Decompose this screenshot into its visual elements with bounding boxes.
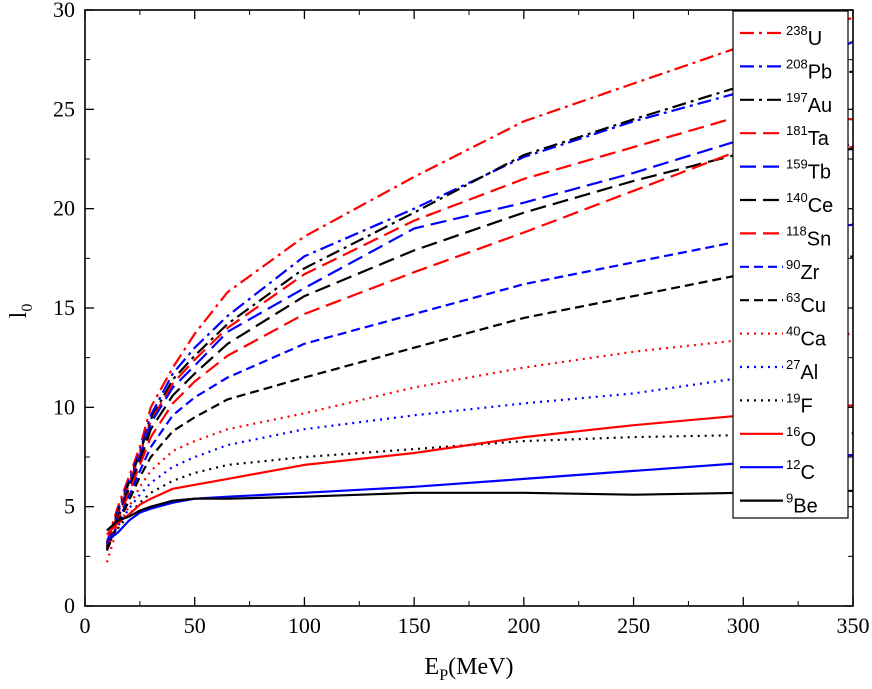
legend-mass-number: 16 <box>786 424 800 439</box>
series-line-u <box>105 16 853 543</box>
series-line-ca <box>105 332 853 563</box>
legend-element-symbol: Ta <box>808 128 830 150</box>
x-tick-label: 250 <box>617 613 650 638</box>
legend-label-be: 9Be <box>786 491 818 518</box>
series-line-zr <box>105 223 853 551</box>
legend-element-symbol: Ca <box>800 329 826 351</box>
series-line-be <box>106 489 853 532</box>
legend-element-symbol: Tb <box>808 162 831 184</box>
legend: 238U208Pb197Au181Ta159Tb140Ce118Sn90Zr63… <box>732 10 849 519</box>
legend-mass-number: 12 <box>786 457 800 472</box>
plot-frame <box>84 9 854 607</box>
x-tick-label: 100 <box>288 613 321 638</box>
legend-element-symbol: U <box>808 28 822 50</box>
x-tick-label: 300 <box>727 613 760 638</box>
legend-mass-number: 63 <box>786 290 800 305</box>
legend-label-ta: 181Ta <box>786 123 830 150</box>
legend-label-cu: 63Cu <box>786 290 826 317</box>
series-layer <box>105 16 853 563</box>
series-line-ce <box>105 148 853 549</box>
legend-element-symbol: Pb <box>808 61 832 83</box>
legend-element-symbol: Cu <box>800 295 826 317</box>
legend-label-ce: 140Ce <box>786 190 833 217</box>
legend-mass-number: 181 <box>786 123 808 138</box>
x-tick-label: 150 <box>398 613 431 638</box>
legend-mass-number: 90 <box>786 257 800 272</box>
tick-layer: 0 50 100 150 200 250 300 350 0 5 10 15 20 25 30 <box>53 0 870 638</box>
legend-label-au: 197Au <box>786 90 832 117</box>
series-line-sn <box>105 146 853 551</box>
y-tick-label: 0 <box>64 593 75 618</box>
legend-label-o: 16O <box>786 424 816 451</box>
legend-label-zr: 90Zr <box>786 257 820 284</box>
legend-mass-number: 118 <box>786 223 807 238</box>
legend-label-f: 19F <box>786 390 813 417</box>
legend-label-sn: 118Sn <box>786 223 831 250</box>
series-line-o <box>106 404 853 536</box>
legend-label-tb: 159Tb <box>786 157 831 184</box>
legend-box <box>732 10 849 519</box>
series-line-f <box>105 432 853 547</box>
legend-label-pb: 208Pb <box>786 56 832 83</box>
legend-mass-number: 197 <box>786 90 808 105</box>
legend-mass-number: 19 <box>786 390 800 405</box>
legend-element-symbol: C <box>800 462 814 484</box>
x-tick-label: 0 <box>80 613 91 638</box>
legend-mass-number: 208 <box>786 56 808 71</box>
legend-element-symbol: Au <box>808 95 832 117</box>
legend-mass-number: 9 <box>786 491 793 506</box>
legend-mass-number: 140 <box>786 190 808 205</box>
x-tick-label: 200 <box>507 613 540 638</box>
legend-label-al: 27Al <box>786 357 818 384</box>
y-tick-label: 10 <box>53 394 75 419</box>
legend-element-symbol: Al <box>800 362 818 384</box>
legend-mass-number: 40 <box>786 324 800 339</box>
legend-label-u: 238U <box>786 23 822 50</box>
legend-element-symbol: O <box>800 429 816 451</box>
legend-mass-number: 159 <box>786 157 808 172</box>
series-line-au <box>105 70 853 547</box>
x-axis-title: EP(MeV) <box>425 654 514 684</box>
y-tick-label: 5 <box>64 494 75 519</box>
y-axis-title: l0 <box>6 304 36 319</box>
series-line-al <box>105 362 853 544</box>
legend-element-symbol: Ce <box>808 195 834 217</box>
y-tick-label: 15 <box>53 295 75 320</box>
legend-label-ca: 40Ca <box>786 324 827 351</box>
y-tick-label: 20 <box>53 196 75 221</box>
x-tick-label: 50 <box>184 613 206 638</box>
legend-element-symbol: Sn <box>807 228 831 250</box>
legend-mass-number: 27 <box>786 357 800 372</box>
legend-label-c: 12C <box>786 457 815 484</box>
x-tick-label: 350 <box>837 613 870 638</box>
y-tick-label: 25 <box>53 96 75 121</box>
legend-element-symbol: Be <box>793 496 817 518</box>
legend-element-symbol: Zr <box>800 262 819 284</box>
legend-element-symbol: F <box>800 395 812 417</box>
series-line-cu <box>105 255 853 551</box>
y-tick-label: 30 <box>53 0 75 22</box>
legend-mass-number: 238 <box>786 23 808 38</box>
